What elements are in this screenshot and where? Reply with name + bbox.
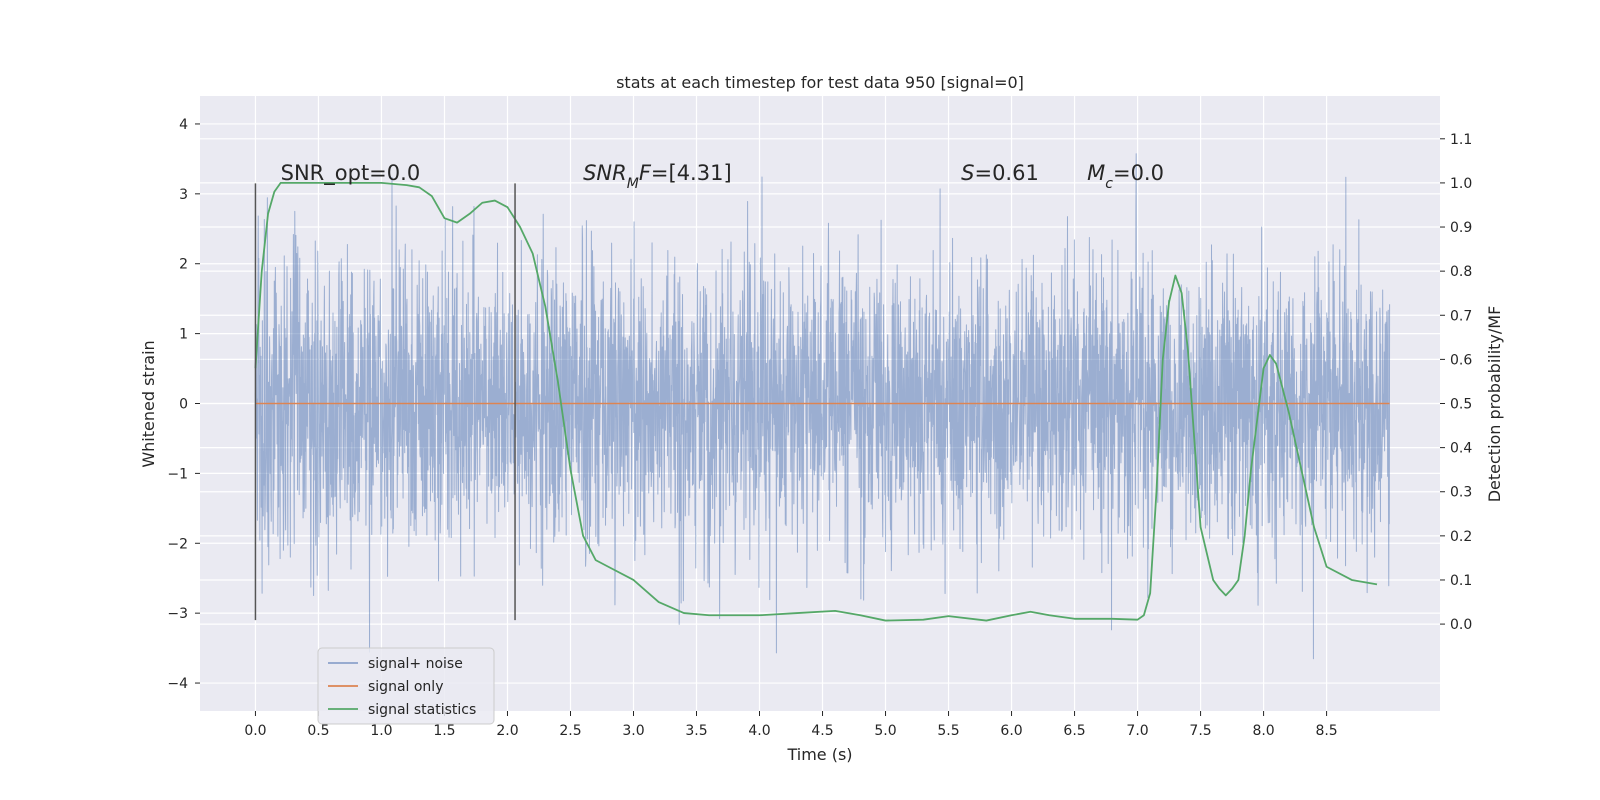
series-signal-noise-line [254,153,1391,660]
x-axis-label: Time (s) [786,745,852,764]
annotation-part: c [1105,176,1113,192]
plot-area [254,153,1391,660]
y-tick-label: −3 [167,606,188,622]
y-tick-label: 2 [179,257,188,273]
x-tick-label: 7.5 [1189,723,1211,739]
y-tick-label: 1 [179,327,188,343]
x-tick-label: 2.0 [496,723,518,739]
x-tick-label: 7.0 [1126,723,1148,739]
x-tick-label: 3.0 [622,723,644,739]
y2-tick-label: 0.6 [1450,352,1472,368]
annotation-part: =0.61 [974,161,1038,185]
y2-tick-label: 0.4 [1450,441,1472,457]
legend-label: signal+ noise [368,656,463,672]
x-tick-label: 5.0 [874,723,896,739]
y2-tick-label: 0.5 [1450,397,1472,413]
chart-title: stats at each timestep for test data 950… [616,73,1024,92]
y2-axis-label: Detection probability/MF [1485,306,1504,503]
y2-tick-label: 0.9 [1450,220,1472,236]
x-tick-label: 8.0 [1252,723,1274,739]
annotation-text: S=0.61 [961,161,1039,185]
x-tick-label: 0.5 [307,723,329,739]
annotation-part: =[4.31] [651,161,732,185]
y-tick-label: 4 [179,117,188,133]
annotation-text: SNR_opt=0.0 [281,161,421,186]
y2-tick-label: 0.3 [1450,485,1472,501]
y-tick-label: −2 [167,536,188,552]
x-tick-label: 1.5 [433,723,455,739]
annotation-part: SNR [583,161,627,185]
y-tick-label: 0 [179,397,188,413]
y2-tick-label: 0.1 [1450,573,1472,589]
y2-tick-label: 0.2 [1450,529,1472,545]
x-tick-label: 5.5 [937,723,959,739]
x-tick-label: 6.0 [1000,723,1022,739]
annotation-part: F [639,161,652,185]
legend-label: signal only [368,679,443,695]
legend-label: signal statistics [368,702,476,718]
y2-tick-label: 1.1 [1450,132,1472,148]
y-axis-label: Whitened strain [139,340,158,467]
y2-tick-label: 0.8 [1450,264,1472,280]
y2-tick-label: 1.0 [1450,176,1472,192]
x-tick-label: 4.0 [748,723,770,739]
legend: signal+ noise signal only signal statistic… [317,647,495,725]
y-tick-label: −4 [167,676,188,692]
annotation-text: SNRMF=[4.31] [583,161,732,192]
x-tick-label: 0.0 [244,723,266,739]
x-tick-label: 8.5 [1315,723,1337,739]
annotation-part: SNR_opt=0.0 [281,161,421,186]
annotation-text: Mc=0.0 [1087,161,1164,192]
series-signal-statistics-line [254,182,1378,622]
x-tick-label: 2.5 [559,723,581,739]
annotation-part: S [961,161,974,185]
x-tick-label: 4.5 [811,723,833,739]
y2-tick-label: 0.7 [1450,308,1472,324]
x-tick-label: 1.0 [370,723,392,739]
x-tick-label: 3.5 [685,723,707,739]
annotation-part: M [1087,161,1105,185]
annotation-part: M [627,176,639,192]
y-tick-label: 3 [179,187,188,203]
annotation-part: =0.0 [1113,161,1164,185]
y-tick-label: −1 [167,466,188,482]
y2-tick-label: 0.0 [1450,617,1472,633]
legend-box [317,647,495,725]
ticks: 0.0 0.5 1.0 1.5 2.0 2.5 3.0 3.5 4.0 4.5 5.0 5.5 6.0 6… [167,117,1472,739]
annotations: SNR_opt=0.0 SNRMF=[4.31] S=0.61 Mc=0.0 [281,161,1164,192]
x-tick-label: 6.5 [1063,723,1085,739]
